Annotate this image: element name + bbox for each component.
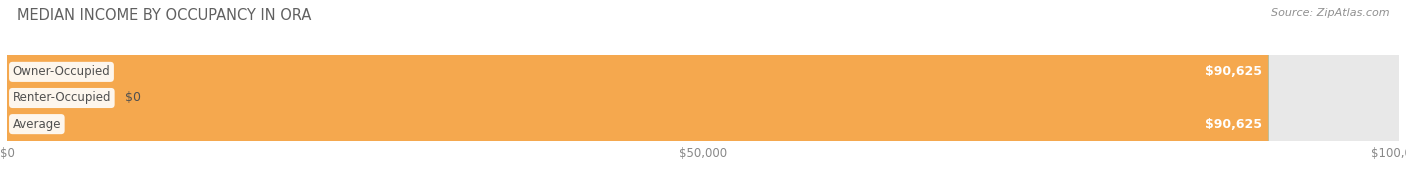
- Text: MEDIAN INCOME BY OCCUPANCY IN ORA: MEDIAN INCOME BY OCCUPANCY IN ORA: [17, 8, 311, 23]
- FancyBboxPatch shape: [7, 0, 1268, 196]
- Text: $90,625: $90,625: [1205, 65, 1261, 78]
- FancyBboxPatch shape: [7, 0, 1399, 196]
- Text: Source: ZipAtlas.com: Source: ZipAtlas.com: [1271, 8, 1389, 18]
- Text: Renter-Occupied: Renter-Occupied: [13, 92, 111, 104]
- Text: Owner-Occupied: Owner-Occupied: [13, 65, 110, 78]
- FancyBboxPatch shape: [7, 0, 1268, 196]
- Text: $0: $0: [125, 92, 142, 104]
- FancyBboxPatch shape: [7, 0, 1399, 196]
- Text: $90,625: $90,625: [1205, 118, 1261, 131]
- FancyBboxPatch shape: [7, 0, 111, 196]
- FancyBboxPatch shape: [7, 0, 1399, 196]
- Text: Average: Average: [13, 118, 60, 131]
